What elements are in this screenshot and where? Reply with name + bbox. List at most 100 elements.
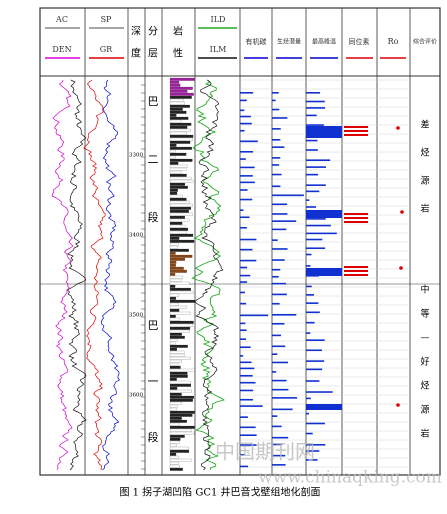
geochem-bar <box>272 239 278 241</box>
lithology-layer <box>169 332 182 336</box>
geochem-bar <box>272 220 297 222</box>
geochem-bar <box>306 190 320 193</box>
isotope-bar <box>344 266 368 268</box>
header-label: 综合评价 <box>413 38 437 46</box>
header-label: GR <box>100 45 113 54</box>
geochem-bar <box>272 293 287 296</box>
geochem-bar <box>240 115 251 118</box>
geochem-bar <box>240 434 257 437</box>
geochem-bar <box>272 228 287 231</box>
highlight-bar <box>306 268 342 276</box>
lithology-layer <box>169 335 185 339</box>
lithology-layer <box>169 407 177 411</box>
geochem-bar <box>306 302 319 304</box>
geochem-bar <box>272 464 286 466</box>
geochem-bar <box>240 158 246 160</box>
isotope-bar <box>344 213 368 215</box>
geochem-bar <box>240 329 247 332</box>
lithology-layer <box>169 437 181 441</box>
geochem-bar <box>306 311 320 314</box>
lithology-layer <box>169 272 176 276</box>
evaluation-label: 中 <box>420 284 429 296</box>
geochem-bar <box>272 361 289 364</box>
geochem-bar <box>240 465 249 468</box>
geochem-bar <box>240 389 254 392</box>
geochem-bar <box>240 266 248 269</box>
lithology-layer <box>169 389 192 393</box>
layer-label: 段 <box>148 210 159 224</box>
geochem-bar <box>306 253 312 256</box>
geochem-bar <box>306 397 311 400</box>
lithology-layer <box>169 380 191 384</box>
geochem-bar <box>240 322 246 325</box>
geochem-bar <box>272 157 281 159</box>
geochem-bar <box>306 443 326 446</box>
lithology-layer <box>169 257 186 261</box>
lithology-layer <box>169 239 195 243</box>
layer-label: 巴 <box>148 319 159 332</box>
lithology-layer <box>169 119 182 123</box>
lithology-layer <box>169 413 193 417</box>
lithology-layer <box>169 86 193 90</box>
lithology-layer <box>169 182 186 186</box>
lithology-layer <box>169 410 195 414</box>
caption: 图 1 拐子湖凹陷 GC1 井巴音戈壁组地化剖面 <box>119 486 320 499</box>
lithology-layer <box>169 353 185 357</box>
geochem-bar <box>306 100 325 103</box>
lithology-layer <box>169 206 192 210</box>
lithology-layer <box>169 344 188 348</box>
evaluation-label: 源 <box>420 176 429 187</box>
lithology-layer <box>169 221 183 225</box>
lithology-layer <box>169 383 192 387</box>
watermark-url: www.chinaqking.com <box>258 468 442 488</box>
isotope-bar <box>344 130 368 132</box>
header-label: 同位素 <box>349 37 370 46</box>
geochem-bar <box>306 380 320 382</box>
geochem-bar <box>306 265 311 267</box>
isotope-bar <box>344 217 368 219</box>
ro-point <box>399 266 403 270</box>
header-label: 最高峰温 <box>312 38 336 46</box>
evaluation-label: 岩 <box>420 203 429 215</box>
isotope-bar <box>344 270 368 272</box>
depth-label: 3500 <box>129 313 143 319</box>
isotope-bar <box>344 274 368 276</box>
geochem-bar <box>272 146 285 148</box>
geochem-bar <box>240 99 247 102</box>
lithology-layer <box>169 230 187 234</box>
geochem-bar <box>272 443 283 446</box>
geochem-bar <box>240 259 257 262</box>
geochem-bar <box>306 459 318 461</box>
lithology-layer <box>169 299 196 303</box>
geochem-bar <box>306 368 323 371</box>
geochem-bar <box>240 129 245 132</box>
lithology-layer <box>169 227 189 231</box>
geochem-bar <box>272 173 282 176</box>
lithology-layer <box>169 191 178 195</box>
lithology-layer <box>169 197 187 201</box>
lithology-layer <box>169 89 188 93</box>
watermark: 中国期刊网 <box>215 440 315 464</box>
lithology-layer <box>169 290 194 294</box>
lithology-layer <box>169 158 193 162</box>
lithology-layer <box>169 386 178 390</box>
geochem-bar <box>272 108 280 111</box>
geochem-bar <box>240 274 251 277</box>
header-label: ILM <box>210 45 227 54</box>
geochem-bar <box>240 361 252 364</box>
geochem-bar <box>272 282 287 285</box>
geochem-bar <box>240 238 257 241</box>
geochem-bar <box>272 388 289 391</box>
geochem-bar <box>306 247 326 250</box>
geochem-bar <box>272 302 280 305</box>
geochem-bar <box>240 398 253 401</box>
geochem-bar <box>272 425 282 428</box>
geochem-bar <box>306 218 326 220</box>
geochem-bar <box>240 426 256 429</box>
geochem-bar <box>306 149 318 151</box>
lithology-layer <box>169 425 195 429</box>
log-curve <box>100 79 120 471</box>
geochem-bar <box>272 117 288 119</box>
lithology-layer <box>169 440 180 444</box>
geochem-bar <box>306 159 331 162</box>
